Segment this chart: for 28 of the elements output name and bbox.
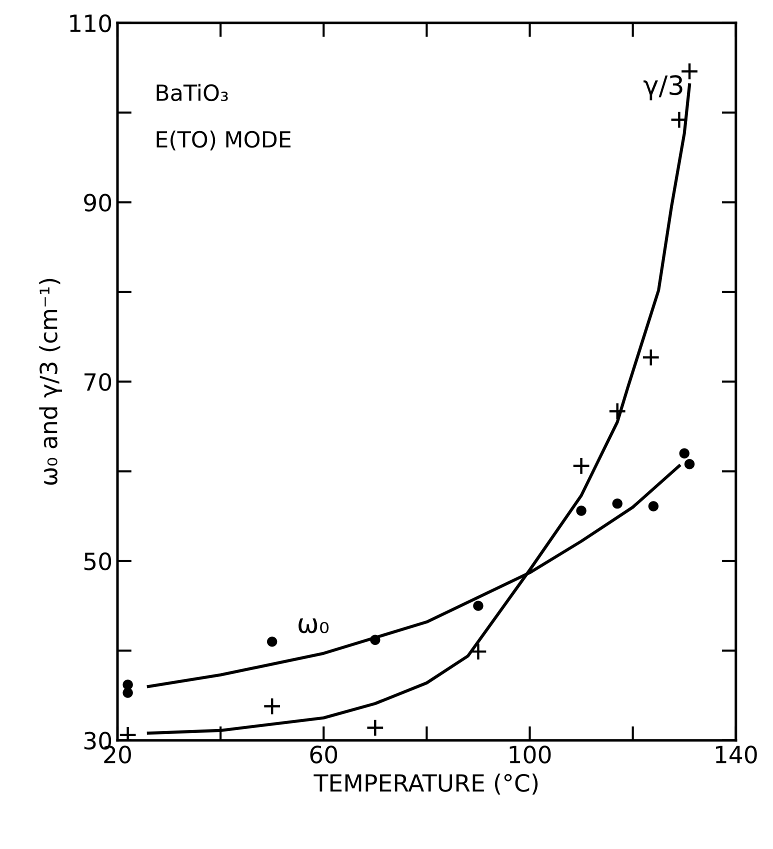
x-axis-title: TEMPERATURE (°C): [314, 774, 538, 795]
point: [648, 501, 659, 512]
point: [572, 456, 590, 475]
point: [608, 402, 626, 420]
annotation: E(TO) MODE: [156, 130, 291, 150]
annotation: γ/3: [644, 75, 682, 100]
x-tick-label: 140: [716, 746, 757, 764]
point: [642, 348, 660, 366]
annotation: BaTiO₃: [156, 84, 228, 102]
y-tick-label: 110: [70, 14, 112, 32]
point: [576, 506, 586, 516]
y-tick-label: 50: [84, 552, 112, 570]
point: [679, 448, 690, 458]
annotation: ω₀: [298, 618, 329, 634]
point: [266, 636, 278, 647]
point: [684, 459, 695, 470]
y-tick-label: 70: [84, 373, 112, 391]
point: [263, 697, 282, 716]
x-tick-label: 100: [510, 746, 551, 764]
point: [612, 498, 622, 509]
y-tick-label: 90: [84, 194, 112, 212]
x-tick-label: 60: [310, 746, 338, 764]
point: [370, 634, 380, 645]
point: [122, 688, 133, 698]
point: [473, 600, 484, 611]
point: [366, 718, 384, 737]
point: [670, 110, 688, 129]
y-axis-title: ω₀ and γ/3 (cm⁻¹): [39, 278, 62, 485]
